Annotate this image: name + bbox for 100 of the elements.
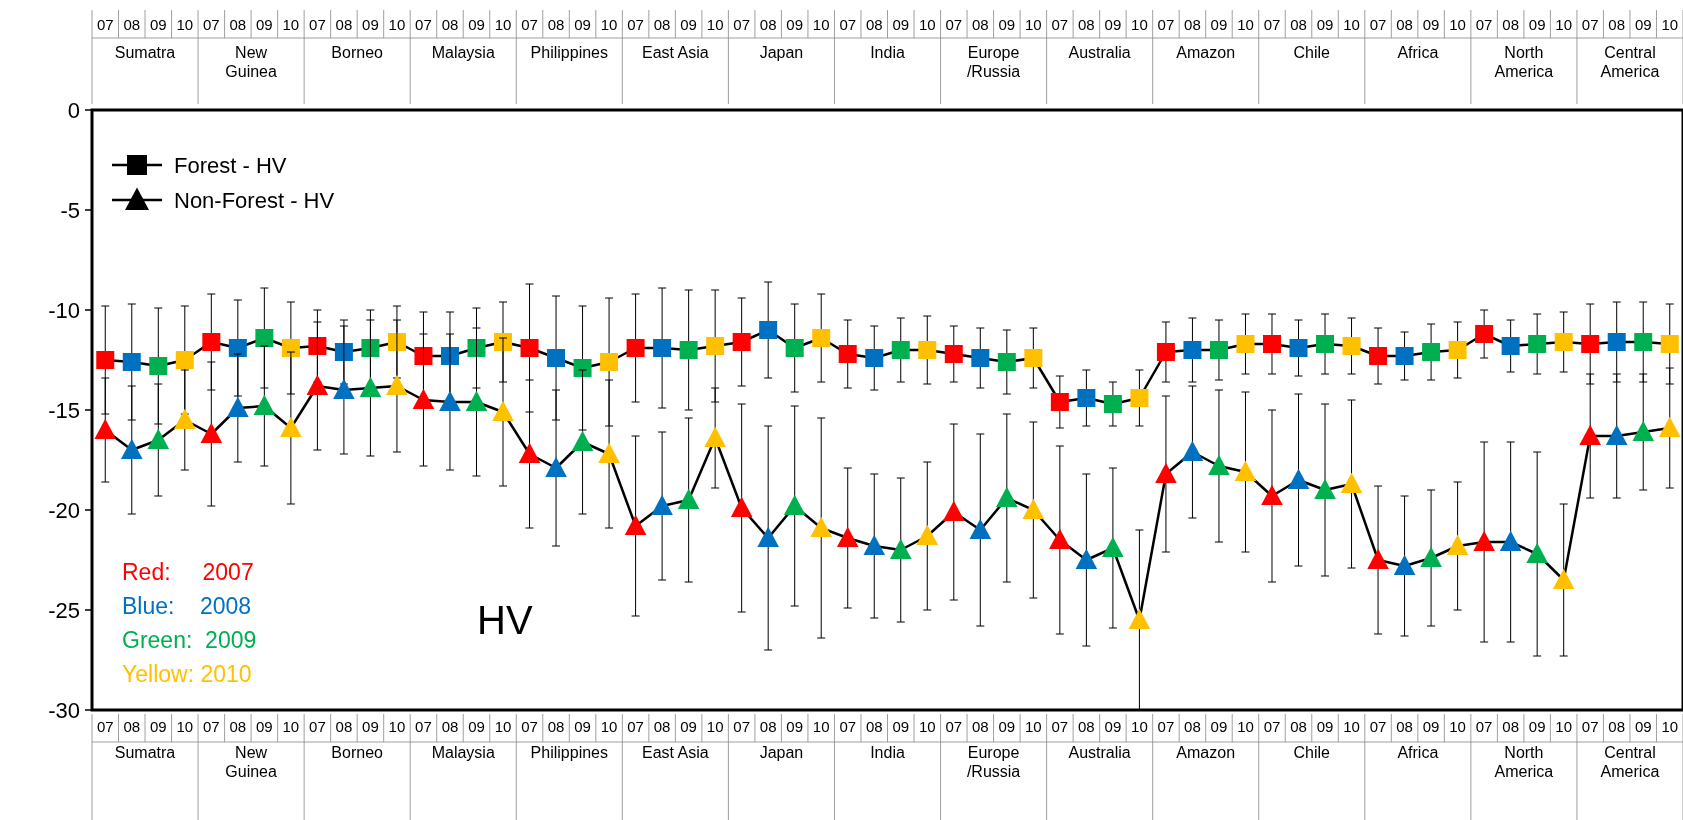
category-label: 09 bbox=[574, 16, 591, 33]
text: Sumatra bbox=[114, 744, 176, 761]
category-label: 07 bbox=[415, 16, 432, 33]
category-label: 08 bbox=[1184, 16, 1201, 33]
x-tick-label: 07 bbox=[839, 718, 857, 735]
text: New Guinea bbox=[225, 44, 277, 80]
x-tick-label: 10 bbox=[812, 718, 830, 735]
category-label: 09 bbox=[786, 16, 804, 33]
category-label: 09 bbox=[1422, 16, 1440, 33]
text: Europe /Russia bbox=[966, 744, 1021, 780]
x-tick-label: 09 bbox=[362, 718, 379, 735]
category-label: 08 bbox=[1608, 16, 1626, 33]
x-tick-label: 08 bbox=[971, 718, 989, 735]
text: Australia bbox=[1068, 744, 1131, 761]
x-tick-label: 08 bbox=[653, 718, 671, 735]
text: Chile bbox=[1293, 744, 1331, 761]
text: Amazon bbox=[1176, 744, 1236, 761]
category-label: 07 bbox=[1475, 16, 1493, 33]
text: Central America bbox=[1600, 44, 1660, 80]
x-tick-label: 07 bbox=[627, 718, 644, 735]
x-tick-label: 10 bbox=[600, 718, 618, 735]
category-label: 08 bbox=[441, 16, 459, 33]
x-tick-label: 09 bbox=[786, 718, 804, 735]
text: India bbox=[870, 744, 905, 761]
category-label: 07 bbox=[96, 16, 114, 33]
category-label: 07 bbox=[202, 16, 220, 33]
x-tick-label: 08 bbox=[1502, 718, 1519, 735]
x-tick-label: 09 bbox=[1104, 718, 1122, 735]
x-tick-label: 07 bbox=[415, 718, 432, 735]
category-label: 10 bbox=[494, 16, 512, 33]
text: Philippines bbox=[530, 744, 608, 761]
x-tick-label: 09 bbox=[1316, 718, 1334, 735]
annotation: Yellow: 2010 bbox=[122, 661, 252, 687]
text: North America bbox=[1494, 44, 1554, 80]
text: Japan bbox=[759, 744, 804, 761]
category-label: 09 bbox=[1316, 16, 1334, 33]
category-label: 09 bbox=[1528, 16, 1546, 33]
legend-label: Non-Forest - HV bbox=[174, 187, 335, 213]
text: New Guinea bbox=[225, 744, 277, 780]
category-label: 09 bbox=[1634, 16, 1652, 33]
text: Malaysia bbox=[431, 44, 495, 61]
category-label: 07 bbox=[839, 16, 857, 33]
category-label: 07 bbox=[945, 16, 963, 33]
text: Africa bbox=[1397, 744, 1439, 761]
x-tick-label: 10 bbox=[706, 718, 724, 735]
category-label: 09 bbox=[680, 16, 697, 33]
category-label: 10 bbox=[176, 16, 194, 33]
text: Amazon bbox=[1176, 44, 1236, 61]
text: North America bbox=[1494, 744, 1554, 780]
category-label: 10 bbox=[282, 16, 300, 33]
category-label: 08 bbox=[1502, 16, 1519, 33]
category-label: 08 bbox=[229, 16, 247, 33]
x-tick-label: 08 bbox=[1078, 718, 1095, 735]
text: Europe /Russia bbox=[966, 44, 1021, 80]
y-tick-label: 0 bbox=[67, 97, 80, 123]
annotation: Red: 2007 bbox=[122, 559, 254, 585]
text: Philippines bbox=[530, 44, 608, 61]
legend-label: Forest - HV bbox=[174, 152, 287, 178]
x-tick-label: 10 bbox=[1449, 718, 1466, 735]
annotation: HV bbox=[477, 598, 533, 642]
category-label: 08 bbox=[971, 16, 989, 33]
y-tick-label: -20 bbox=[48, 497, 80, 523]
x-tick-label: 07 bbox=[521, 718, 538, 735]
text: Central America bbox=[1600, 744, 1660, 780]
category-label: 10 bbox=[388, 16, 406, 33]
annotation: Blue: 2008 bbox=[122, 593, 252, 619]
text: Japan bbox=[759, 44, 804, 61]
y-tick-label: -10 bbox=[48, 297, 80, 323]
x-tick-label: 09 bbox=[1422, 718, 1440, 735]
category-label: 07 bbox=[1369, 16, 1387, 33]
x-tick-label: 09 bbox=[1528, 718, 1546, 735]
text: Chile bbox=[1293, 44, 1330, 61]
x-tick-label: 07 bbox=[96, 718, 114, 735]
category-label: 10 bbox=[812, 16, 830, 33]
text: India bbox=[870, 44, 905, 61]
category-label: 08 bbox=[1078, 16, 1095, 33]
category-label: 09 bbox=[1104, 16, 1122, 33]
x-tick-label: 09 bbox=[892, 718, 910, 735]
category-label: 10 bbox=[1237, 16, 1254, 33]
category-label: 07 bbox=[1581, 16, 1599, 33]
x-tick-label: 09 bbox=[1634, 718, 1652, 735]
y-tick-label: -25 bbox=[48, 597, 80, 623]
text: Sumatra bbox=[114, 44, 176, 61]
category-label: 08 bbox=[759, 16, 777, 33]
category-label: 10 bbox=[1025, 16, 1042, 33]
category-label: 09 bbox=[256, 16, 273, 33]
category-label: 09 bbox=[468, 16, 485, 33]
x-tick-label: 10 bbox=[1131, 718, 1148, 735]
category-label: 07 bbox=[733, 16, 750, 33]
category-label: 08 bbox=[1396, 16, 1413, 33]
text: East Asia bbox=[642, 44, 709, 61]
category-label: 09 bbox=[998, 16, 1016, 33]
x-tick-label: 07 bbox=[1581, 718, 1599, 735]
x-tick-label: 08 bbox=[865, 718, 883, 735]
category-label: 09 bbox=[1210, 16, 1228, 33]
category-label: 07 bbox=[1051, 16, 1069, 33]
category-label: 10 bbox=[1449, 16, 1466, 33]
x-tick-label: 10 bbox=[1555, 718, 1573, 735]
x-tick-label: 10 bbox=[1025, 718, 1042, 735]
x-tick-label: 08 bbox=[123, 718, 141, 735]
